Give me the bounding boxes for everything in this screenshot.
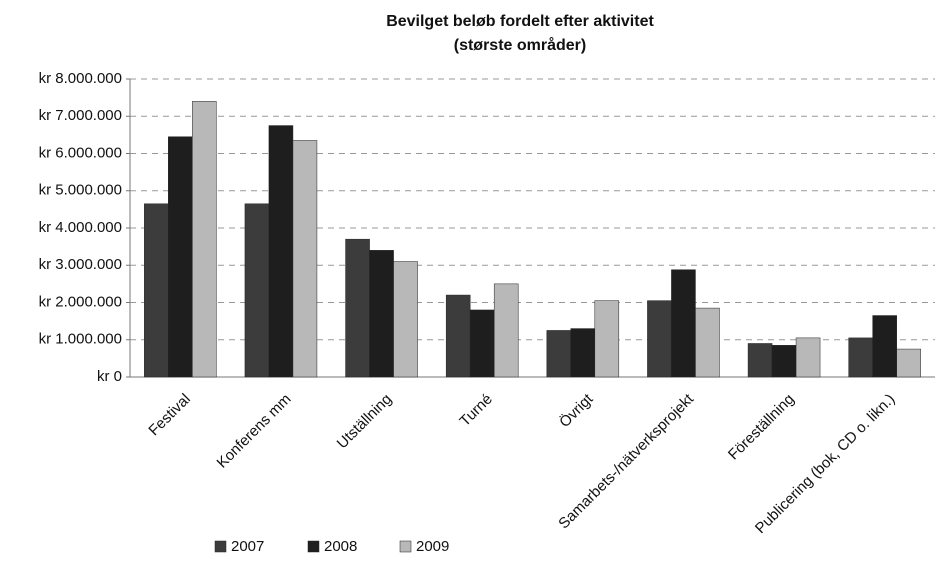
bar	[671, 269, 696, 378]
y-tick-label: kr 3.000.000	[39, 256, 122, 273]
bar	[848, 337, 873, 378]
bar	[144, 203, 169, 378]
x-tick-label: Turné	[456, 391, 495, 430]
y-tick-label: kr 0	[97, 368, 122, 385]
bar	[570, 328, 596, 378]
legend-label: 2008	[324, 538, 357, 555]
bar	[393, 261, 418, 378]
y-tick-label: kr 2.000.000	[39, 293, 122, 310]
bar	[594, 300, 620, 378]
x-tick-label: Konferens mm	[214, 391, 295, 472]
bar	[244, 203, 270, 378]
bar	[168, 136, 193, 378]
bar	[747, 343, 773, 378]
bar	[647, 300, 672, 378]
bar	[695, 307, 720, 378]
bar	[445, 294, 471, 378]
bar	[546, 330, 572, 378]
y-tick-label: kr 8.000.000	[39, 70, 122, 87]
y-tick-label: kr 5.000.000	[39, 182, 122, 199]
x-tick-label: Utställning	[334, 391, 396, 453]
bar	[493, 283, 519, 378]
legend-label: 2009	[416, 538, 449, 555]
legend-label: 2007	[231, 538, 264, 555]
chart-title: Bevilget beløb fordelt efter aktivitet	[386, 13, 654, 30]
bar	[872, 315, 897, 378]
y-tick-label: kr 4.000.000	[39, 219, 122, 236]
bar	[469, 309, 495, 378]
x-tick-label: Övrigt	[555, 389, 597, 431]
legend-swatch	[307, 540, 320, 553]
bar	[192, 101, 217, 378]
bar	[345, 238, 370, 378]
bar	[369, 250, 394, 378]
bar	[268, 125, 294, 378]
y-tick-label: kr 6.000.000	[39, 144, 122, 161]
bar	[771, 345, 797, 378]
chart-subtitle: (største områder)	[454, 36, 586, 54]
legend-swatch	[399, 540, 412, 553]
bar	[292, 140, 318, 378]
y-tick-label: kr 1.000.000	[39, 331, 122, 348]
y-tick-label: kr 7.000.000	[39, 107, 122, 124]
x-tick-label: Föreställning	[725, 391, 798, 464]
legend-swatch	[214, 540, 227, 553]
bar	[795, 337, 821, 378]
x-tick-label: Festival	[145, 391, 194, 440]
bar	[896, 348, 921, 378]
